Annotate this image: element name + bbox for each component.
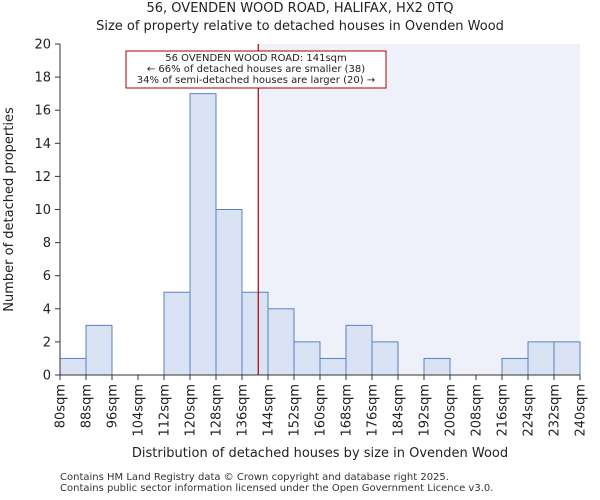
x-tick-label: 136sqm xyxy=(236,384,251,437)
bar-144sqm xyxy=(267,308,295,376)
bar-80sqm xyxy=(59,357,87,376)
x-tick-label: 200sqm xyxy=(444,384,459,437)
x-tick-label: 128sqm xyxy=(210,384,225,437)
annotation-box: 56 OVENDEN WOOD ROAD: 141sqm ← 66% of de… xyxy=(125,50,387,89)
y-tick-label: 18 xyxy=(34,71,51,86)
y-tick-label: 16 xyxy=(34,104,51,119)
y-tick-label: 12 xyxy=(34,170,51,185)
bars-group xyxy=(59,93,581,376)
x-tick-label: 88sqm xyxy=(80,384,95,428)
x-ticks-group: 80sqm 88sqm 96sqm 104sqm 112sqm 120sqm 128sqm 1… xyxy=(54,375,589,437)
annotation-line-1: 56 OVENDEN WOOD ROAD: 141sqm xyxy=(165,53,347,64)
x-tick-label: 152sqm xyxy=(288,384,303,437)
x-tick-label: 176sqm xyxy=(366,384,381,437)
histogram-chart: 56 OVENDEN WOOD ROAD: 141sqm ← 66% of de… xyxy=(2,38,589,462)
x-tick-label: 208sqm xyxy=(470,384,485,437)
x-tick-label: 224sqm xyxy=(522,384,537,437)
footer-line-2: Contains public sector information licen… xyxy=(60,483,494,494)
footer-line-1: Contains HM Land Registry data © Crown c… xyxy=(60,472,449,483)
x-tick-label: 216sqm xyxy=(496,384,511,437)
x-tick-label: 96sqm xyxy=(106,384,121,428)
x-tick-label: 80sqm xyxy=(54,384,69,428)
y-tick-label: 20 xyxy=(34,38,51,53)
bar-128sqm xyxy=(215,209,243,376)
x-tick-label: 168sqm xyxy=(340,384,355,437)
y-tick-label: 0 xyxy=(43,369,51,384)
annotation-line-3: 34% of semi-detached houses are larger (… xyxy=(137,75,375,86)
x-tick-label: 112sqm xyxy=(158,384,173,437)
larger-properties-shade xyxy=(258,44,580,375)
chart-title: 56, OVENDEN WOOD ROAD, HALIFAX, HX2 0TQ xyxy=(146,1,454,16)
x-tick-label: 120sqm xyxy=(184,384,199,437)
x-axis-title: Distribution of detached houses by size … xyxy=(132,446,508,461)
x-tick-label: 192sqm xyxy=(418,384,433,437)
x-tick-label: 232sqm xyxy=(548,384,563,437)
y-tick-label: 6 xyxy=(43,269,51,284)
y-tick-label: 14 xyxy=(34,137,51,152)
x-tick-label: 240sqm xyxy=(574,384,589,437)
bar-160sqm xyxy=(319,357,347,376)
bar-112sqm xyxy=(163,291,191,376)
y-tick-label: 4 xyxy=(43,302,51,317)
x-tick-label: 144sqm xyxy=(262,384,277,437)
x-tick-label: 160sqm xyxy=(314,384,329,437)
bar-192sqm xyxy=(423,357,451,376)
bar-216sqm xyxy=(501,357,529,376)
y-tick-label: 8 xyxy=(43,236,51,251)
y-tick-label: 2 xyxy=(43,335,51,350)
bar-152sqm xyxy=(293,341,321,376)
y-ticks-group: 0 2 4 6 8 10 12 14 16 18 20 xyxy=(34,38,60,384)
chart-subtitle: Size of property relative to detached ho… xyxy=(96,19,504,34)
bar-168sqm xyxy=(345,324,373,376)
bar-136sqm xyxy=(241,291,269,376)
bar-176sqm xyxy=(371,341,399,376)
y-tick-label: 10 xyxy=(34,203,51,218)
x-tick-label: 104sqm xyxy=(132,384,147,437)
bar-232sqm xyxy=(553,341,581,376)
annotation-border xyxy=(125,50,387,89)
x-tick-label: 184sqm xyxy=(392,384,407,437)
bar-88sqm xyxy=(85,324,113,376)
y-axis-title: Number of detached properties xyxy=(2,107,17,312)
bar-224sqm xyxy=(527,341,555,376)
annotation-line-2: ← 66% of detached houses are smaller (38… xyxy=(147,64,365,75)
bar-120sqm xyxy=(189,93,217,376)
